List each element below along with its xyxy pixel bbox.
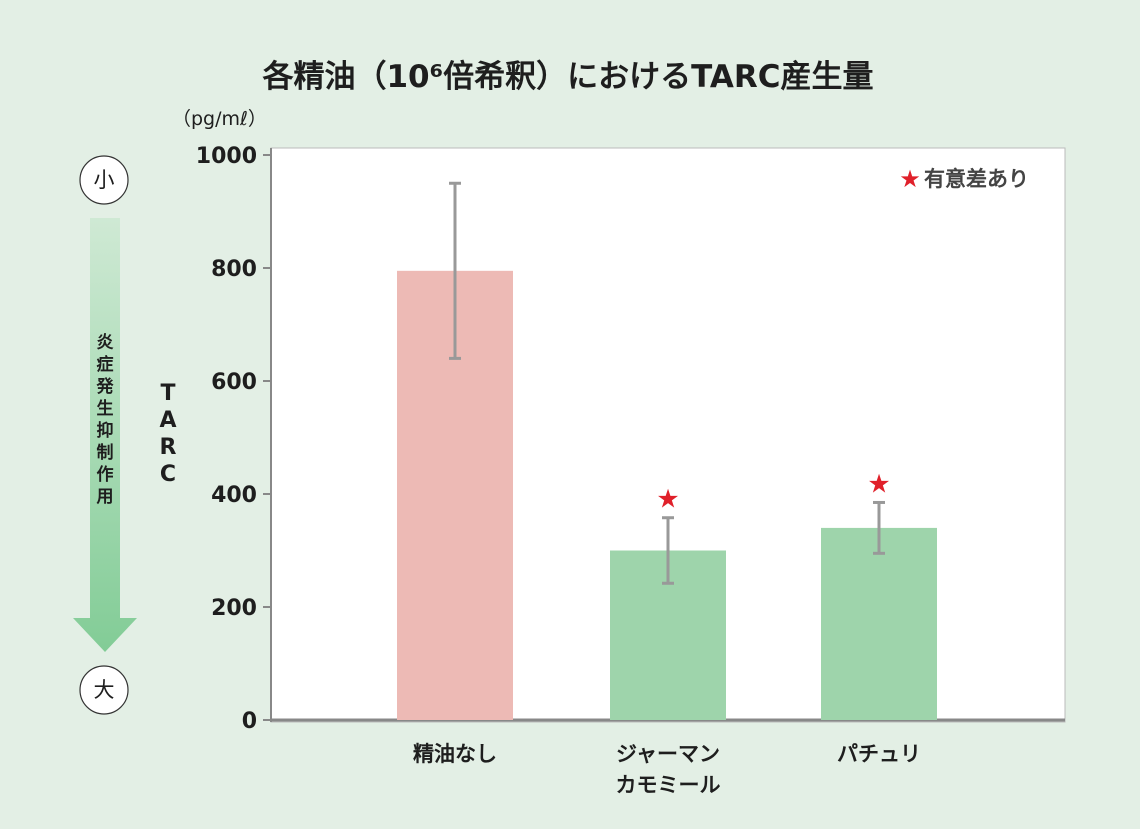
bar — [821, 527, 937, 720]
significance-star-icon: ★ — [656, 485, 679, 515]
effect-indicator: 小 炎症発生抑制作用 大 — [73, 155, 137, 715]
y-tick-label: 200 — [211, 596, 257, 621]
bottom-circle — [79, 665, 129, 715]
y-tick-label: 600 — [211, 370, 257, 395]
significance-star-icon: ★ — [867, 469, 890, 499]
chart-title: 各精油（10⁶倍希釈）におけるTARC産生量 — [261, 59, 873, 95]
category-label: 精油なし — [413, 742, 497, 766]
legend-star-icon: ★ — [899, 165, 921, 193]
significance-legend: ★ 有意差あり — [899, 165, 1029, 193]
top-circle-label: 小 — [94, 168, 115, 192]
legend-note: 有意差あり — [924, 167, 1029, 191]
category-label: パチュリ — [837, 742, 921, 766]
down-arrow-icon — [73, 218, 137, 652]
y-unit-label: （pg/mℓ） — [172, 108, 267, 130]
bottom-circle-label: 大 — [94, 678, 115, 702]
effect-label: 炎症発生抑制作用 — [96, 333, 115, 507]
y-tick-label: 1000 — [196, 144, 257, 169]
top-circle — [79, 155, 129, 205]
category-label: ジャーマンカモミール — [616, 742, 721, 797]
y-tick-label: 400 — [211, 483, 257, 508]
y-tick-label: 800 — [211, 257, 257, 282]
y-tick-label: 0 — [242, 709, 257, 734]
